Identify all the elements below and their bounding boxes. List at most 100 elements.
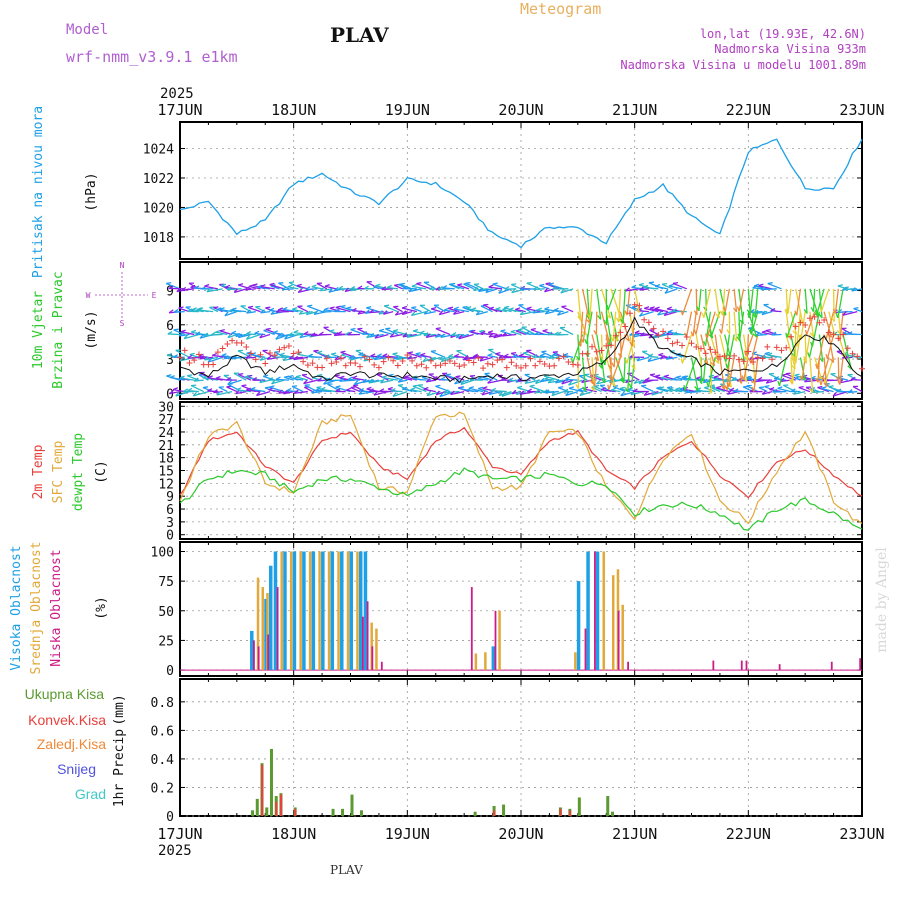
wind-barb-head (337, 331, 343, 335)
wind-barb-head (259, 356, 264, 361)
wind-barb (790, 311, 798, 335)
wind-gust-marker (428, 357, 435, 364)
wind-barb (625, 288, 640, 292)
y-tick-label: 0 (166, 529, 174, 544)
wind-barb-head (223, 355, 229, 360)
cloud-bar-high (321, 551, 325, 671)
wind-barb (668, 285, 683, 290)
wind-barb (724, 288, 731, 312)
wind-barb-head (560, 288, 565, 294)
wind-gust-marker (745, 348, 752, 355)
wind-barb (561, 306, 574, 313)
wind-barb (733, 288, 738, 313)
wind-barb-head (594, 384, 600, 387)
wind-barb (291, 385, 304, 393)
wind-barb-head (450, 390, 455, 396)
wind-barb (767, 282, 782, 290)
wind-barb (444, 390, 460, 394)
wind-barb-head (580, 337, 584, 343)
wind-barb-head (465, 281, 471, 284)
wind-barb (581, 357, 587, 392)
wind-barb-head (288, 332, 293, 337)
wind-barb (254, 332, 266, 336)
wind-barb (826, 334, 835, 360)
wind-barb-head (501, 392, 506, 397)
wind-barb-head (168, 309, 174, 314)
wind-barb-head (517, 328, 523, 331)
wind-barb (390, 390, 403, 393)
wind-barb-head (649, 306, 655, 309)
wind-barb (796, 288, 802, 316)
wind-barb-head (819, 306, 822, 312)
wind-tick-labels: 0 3 6 9 (166, 285, 862, 402)
wind-barb (580, 311, 584, 347)
wind-barb (484, 373, 498, 381)
wind-barb-head (357, 310, 363, 315)
precip-bar-total (577, 797, 581, 816)
y-tick-label: 0 (166, 387, 174, 402)
wind-barb (278, 390, 290, 394)
wind-barb-head (468, 386, 474, 389)
wind-barb-head (529, 384, 535, 387)
cloud-bar-high (330, 551, 335, 671)
wind-barb-head (366, 306, 372, 309)
wind-barb-head (308, 353, 314, 358)
wind-barb-head (487, 330, 494, 334)
wind-barb (312, 377, 323, 381)
y-tick-label: 0.8 (151, 696, 174, 711)
wind-barb (226, 386, 238, 393)
wind-barb-head (168, 285, 174, 290)
wind-barb-head (202, 386, 209, 389)
wind-barb-head (817, 385, 823, 389)
wind-barb (244, 288, 256, 291)
wind-barb-head (440, 357, 446, 363)
wind-barb-head (847, 365, 852, 370)
wind-barb-head (351, 307, 357, 312)
wind-gust-marker (409, 357, 416, 364)
wind-barb-head (317, 350, 323, 354)
y-tick-label: 3 (166, 353, 174, 368)
wind-barb-head (450, 282, 456, 286)
wind-gust-marker (626, 310, 633, 317)
wind-barb-head (247, 305, 254, 309)
precip-bar-total (255, 798, 259, 816)
wind-barb-head (810, 341, 813, 347)
wind-barb-head (530, 328, 536, 331)
wind-barb (545, 311, 555, 315)
wind-barb-head (211, 331, 216, 336)
wind-barb (487, 354, 498, 358)
wind-axis-title-1: 10m Vjetar (31, 291, 46, 369)
wind-barb-head (745, 375, 751, 379)
wind-barb (444, 309, 455, 313)
wind-barb-head (317, 377, 322, 382)
wind-barb (207, 356, 223, 363)
precip-bar-convective (493, 810, 496, 816)
wind-barb (323, 309, 337, 313)
wind-barb (349, 356, 365, 359)
wind-barb (639, 288, 649, 291)
wind-barb (407, 352, 422, 358)
wind-barb-head (178, 306, 184, 309)
wind-barb (259, 379, 271, 384)
wind-barb-head (438, 310, 444, 316)
wind-barb-head (169, 375, 175, 379)
wind-gust-marker (555, 355, 562, 362)
wind-barb (311, 390, 323, 394)
wind-gust-marker (778, 347, 785, 354)
wind-barb-head (392, 392, 397, 397)
wind-barb (800, 311, 806, 340)
wind-barb-head (362, 378, 367, 383)
wind-gust-marker (394, 362, 401, 369)
wind-barb (311, 286, 323, 290)
wind-barb-head (804, 378, 809, 383)
wind-barb-head (760, 286, 766, 291)
wind-barb-head (719, 310, 724, 316)
wind-barb (246, 333, 256, 336)
wind-gust-marker (754, 354, 761, 361)
wind-barb-head (328, 288, 333, 293)
wind-gust-marker (617, 329, 624, 336)
wind-barb-head (726, 382, 730, 388)
credit-label: made by Angel (874, 547, 890, 653)
cloud-bar-middle (318, 551, 321, 671)
wind-barb-head (658, 352, 664, 356)
